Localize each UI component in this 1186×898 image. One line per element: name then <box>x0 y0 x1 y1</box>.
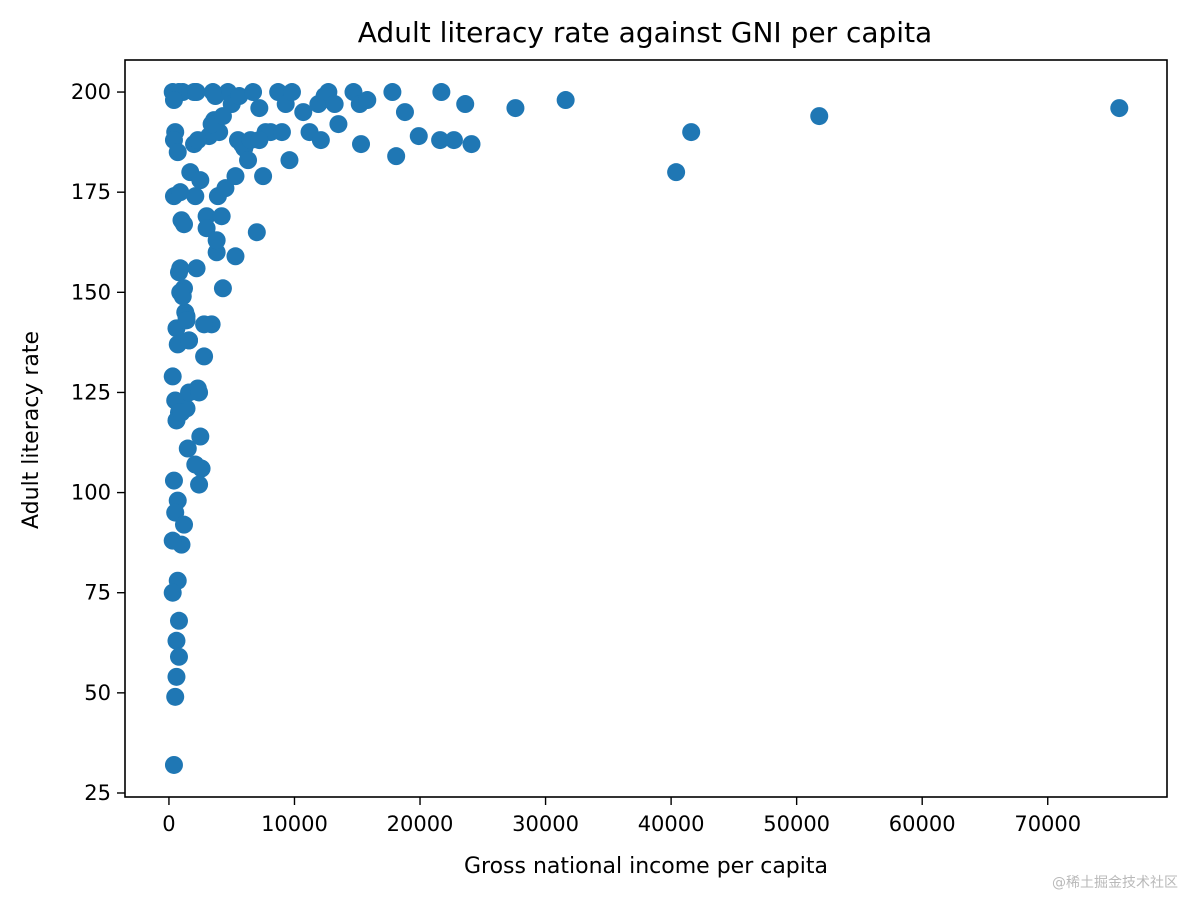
chart-title: Adult literacy rate against GNI per capi… <box>358 16 932 49</box>
data-point <box>250 99 269 118</box>
data-point <box>169 611 188 630</box>
data-point <box>169 647 188 666</box>
data-point <box>180 331 199 350</box>
data-point <box>171 283 190 302</box>
data-point <box>163 583 182 602</box>
data-point <box>188 131 207 150</box>
data-point <box>177 311 196 330</box>
data-point <box>1110 99 1129 118</box>
y-tick-label: 50 <box>84 681 111 705</box>
data-point <box>178 439 197 458</box>
y-tick-label: 125 <box>71 380 111 404</box>
data-point <box>190 475 209 494</box>
data-point <box>431 131 450 150</box>
data-point <box>810 107 829 126</box>
data-point <box>456 95 475 114</box>
data-point <box>395 103 414 122</box>
data-point <box>168 143 187 162</box>
data-point <box>282 83 301 102</box>
y-axis-ticks: 25 50 75 100 125 150 175 200 <box>71 80 125 805</box>
data-point <box>187 259 206 278</box>
data-point <box>239 151 258 170</box>
data-point <box>329 115 348 134</box>
data-point <box>254 167 273 186</box>
data-point <box>280 151 299 170</box>
data-point <box>163 531 182 550</box>
data-point <box>682 123 701 142</box>
data-point <box>186 455 205 474</box>
y-tick-label: 200 <box>71 80 111 104</box>
y-tick-label: 150 <box>71 280 111 304</box>
data-point <box>197 219 216 238</box>
y-axis-label: Adult literacy rate <box>19 331 44 529</box>
data-point <box>272 123 291 142</box>
data-point <box>432 83 451 102</box>
data-point <box>213 279 232 298</box>
data-point <box>216 179 235 198</box>
x-axis-ticks: 0 10000 20000 30000 40000 50000 60000 70000 <box>162 797 1081 836</box>
data-point <box>387 147 406 166</box>
x-tick-label: 20000 <box>387 812 454 836</box>
data-point <box>250 131 269 150</box>
data-point <box>226 247 245 266</box>
x-tick-label: 10000 <box>261 812 328 836</box>
data-point <box>191 171 210 190</box>
data-point <box>190 383 209 402</box>
data-point <box>213 107 232 126</box>
data-point <box>556 91 575 110</box>
watermark-text: @稀土掘金技术社区 <box>1052 875 1178 891</box>
data-point <box>294 103 313 122</box>
data-point <box>195 315 214 334</box>
data-point <box>325 95 344 114</box>
data-point <box>171 259 190 278</box>
data-point <box>175 215 194 234</box>
data-point <box>358 91 377 110</box>
x-axis-label: Gross national income per capita <box>464 854 828 879</box>
x-tick-label: 30000 <box>512 812 579 836</box>
y-tick-label: 175 <box>71 180 111 204</box>
data-point <box>164 755 183 774</box>
x-tick-label: 40000 <box>638 812 705 836</box>
data-point <box>186 187 205 206</box>
data-point <box>164 91 183 110</box>
data-point <box>167 631 186 650</box>
data-point <box>166 687 185 706</box>
data-point <box>383 83 402 102</box>
x-tick-label: 50000 <box>763 812 830 836</box>
data-point <box>175 515 194 534</box>
plot-frame <box>124 59 1168 798</box>
data-point <box>191 427 210 446</box>
data-point <box>230 87 249 106</box>
data-point <box>444 131 463 150</box>
data-point <box>352 135 371 154</box>
data-point <box>226 167 245 186</box>
data-point <box>506 99 525 118</box>
data-point <box>247 223 266 242</box>
data-point <box>171 183 190 202</box>
data-point <box>164 471 183 490</box>
data-point <box>409 127 428 146</box>
data-point <box>212 207 231 226</box>
data-point <box>195 347 214 366</box>
data-point <box>667 163 686 182</box>
x-tick-label: 70000 <box>1014 812 1081 836</box>
x-tick-label: 60000 <box>889 812 956 836</box>
data-point <box>172 403 191 422</box>
data-point <box>311 131 330 150</box>
data-point <box>207 231 226 250</box>
data-points <box>163 83 1129 774</box>
data-point <box>462 135 481 154</box>
data-point <box>185 83 204 102</box>
x-tick-label: 0 <box>162 812 175 836</box>
y-tick-label: 75 <box>84 581 111 605</box>
y-tick-label: 25 <box>84 781 111 805</box>
data-point <box>244 83 263 102</box>
y-tick-label: 100 <box>71 481 111 505</box>
data-point <box>167 667 186 686</box>
data-point <box>163 367 182 386</box>
data-point <box>203 83 222 102</box>
